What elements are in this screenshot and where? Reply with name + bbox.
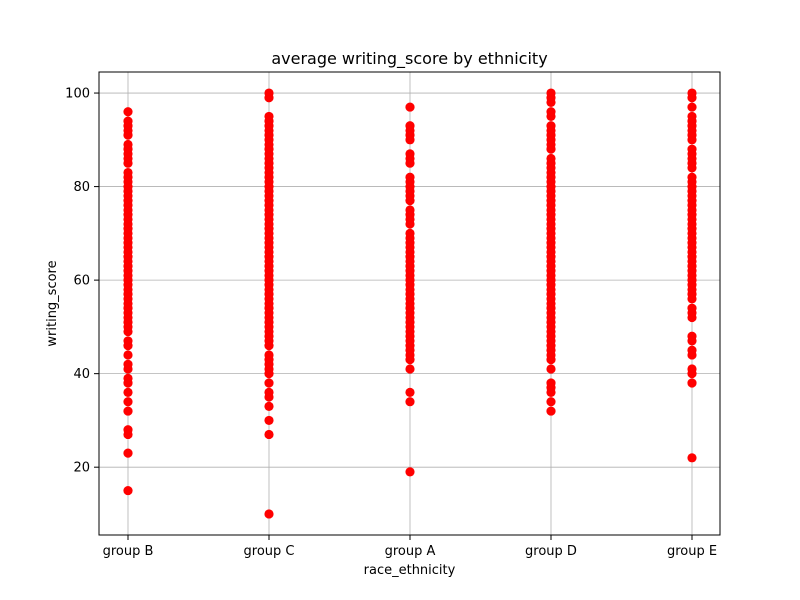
data-point <box>546 121 556 131</box>
x-axis-label: race_ethnicity <box>364 563 456 578</box>
data-point <box>264 401 274 411</box>
data-point <box>123 406 133 416</box>
data-point <box>546 406 556 416</box>
data-point <box>123 350 133 360</box>
x-tick-label: group E <box>667 544 717 559</box>
y-tick-label: 100 <box>65 87 90 102</box>
data-point <box>546 88 556 98</box>
data-point <box>123 373 133 383</box>
data-point <box>123 107 133 117</box>
data-point <box>405 205 415 215</box>
data-point <box>264 509 274 519</box>
y-tick-label: 40 <box>73 367 90 382</box>
data-point <box>687 111 697 122</box>
data-point <box>687 345 697 355</box>
data-point <box>123 485 133 496</box>
data-point <box>687 144 697 154</box>
data-point <box>264 429 274 440</box>
data-point <box>123 397 133 407</box>
data-point <box>405 387 415 397</box>
data-point <box>546 153 556 164</box>
data-point <box>687 102 697 112</box>
y-tick-label: 20 <box>73 461 90 476</box>
data-point <box>405 364 415 374</box>
data-point <box>687 303 697 313</box>
x-tick-label: group D <box>525 544 577 559</box>
data-point <box>546 397 556 407</box>
data-point <box>123 116 133 126</box>
data-point <box>123 425 133 435</box>
data-point <box>123 387 133 397</box>
data-points <box>123 88 697 519</box>
data-point <box>546 107 556 117</box>
data-point <box>123 167 133 178</box>
data-point <box>264 378 274 388</box>
data-point <box>405 467 415 477</box>
data-point <box>264 111 274 122</box>
data-point <box>264 350 274 360</box>
data-point <box>123 359 133 369</box>
data-point <box>405 121 415 131</box>
data-point <box>405 397 415 407</box>
data-point <box>123 448 133 458</box>
data-point <box>264 88 274 98</box>
y-axis-label: writing_score <box>45 260 60 346</box>
data-point <box>264 415 274 426</box>
x-tick-label: group C <box>244 544 295 559</box>
data-point <box>546 378 556 388</box>
data-point <box>546 364 556 374</box>
y-tick-label: 60 <box>73 274 90 289</box>
y-tick-label: 80 <box>73 180 90 195</box>
data-point <box>687 378 697 388</box>
data-point <box>405 149 415 159</box>
data-point <box>405 228 415 238</box>
data-point <box>687 331 697 341</box>
data-point <box>123 336 133 346</box>
y-axis-ticks: 20 40 60 80 100 <box>65 87 99 476</box>
x-axis-ticks: group B group C group A group D group E <box>103 535 717 559</box>
data-point <box>687 453 697 463</box>
data-point <box>123 139 133 150</box>
data-point <box>264 387 274 397</box>
x-tick-label: group A <box>385 544 436 559</box>
data-point <box>687 364 697 374</box>
x-tick-label: group B <box>103 544 154 559</box>
data-point <box>405 102 415 112</box>
data-point <box>405 172 415 182</box>
data-point <box>687 88 697 98</box>
chart-title: average writing_score by ethnicity <box>271 49 547 69</box>
data-point <box>687 172 697 182</box>
